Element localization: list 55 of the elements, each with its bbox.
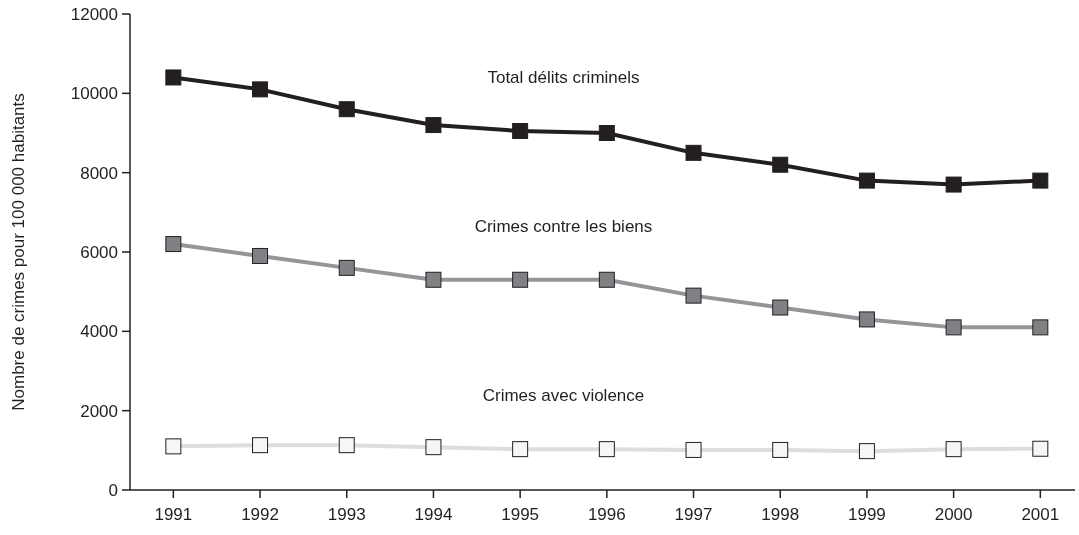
point: [252, 247, 269, 264]
point: [1032, 440, 1049, 457]
point: [772, 299, 789, 316]
x-tick-label: 1998: [761, 505, 800, 524]
text: Crimes contre les biens: [474, 216, 653, 236]
point: [598, 441, 615, 458]
point: [512, 271, 529, 288]
text: Crimes avec violence: [482, 386, 645, 406]
x-tick-label: 1992: [241, 505, 279, 524]
point: [945, 319, 962, 336]
point: [252, 437, 269, 454]
point: [252, 81, 269, 98]
point: [1032, 172, 1049, 189]
text: Total délits criminels: [487, 68, 640, 88]
point: [425, 439, 442, 456]
y-tick-label: 0: [108, 480, 118, 500]
y-tick-label: 8000: [80, 163, 118, 183]
x-tick-label: 1995: [501, 505, 540, 524]
y-tick-label: 12000: [70, 4, 118, 24]
point: [338, 437, 355, 454]
point: [512, 123, 529, 140]
point: [858, 172, 875, 189]
point: [165, 236, 182, 253]
point: [685, 287, 702, 304]
point: [425, 271, 442, 288]
point: [945, 441, 962, 458]
point: [858, 311, 875, 328]
x-tick-label: 1997: [674, 505, 713, 524]
point: [512, 441, 529, 458]
x-tick-label: 1991: [154, 505, 193, 524]
y-tick-label: 2000: [80, 401, 118, 421]
point: [338, 259, 355, 276]
y-tick-label: 10000: [70, 84, 118, 104]
x-tick-label: 2000: [934, 505, 973, 524]
point: [945, 176, 962, 193]
point: [685, 441, 702, 458]
x-tick-label: 1999: [848, 505, 886, 524]
point: [1032, 319, 1049, 336]
x-tick-label: 1993: [327, 505, 366, 524]
x-tick-label: 1996: [587, 505, 626, 524]
point: [685, 144, 702, 161]
y-tick-label: 6000: [80, 242, 118, 262]
point: [772, 441, 789, 458]
point: [598, 125, 615, 141]
x-tick-label: 2001: [1021, 505, 1060, 524]
point: [165, 69, 182, 86]
y-tick-label: 4000: [80, 322, 118, 342]
point: [425, 117, 442, 134]
x-tick-label: 1994: [414, 505, 453, 524]
point: [165, 438, 182, 455]
y-axis-title: Nombre de crimes pour 100 000 habitants: [9, 93, 28, 411]
point: [598, 271, 615, 288]
point: [338, 101, 355, 118]
point: [772, 156, 789, 173]
point: [858, 443, 875, 460]
